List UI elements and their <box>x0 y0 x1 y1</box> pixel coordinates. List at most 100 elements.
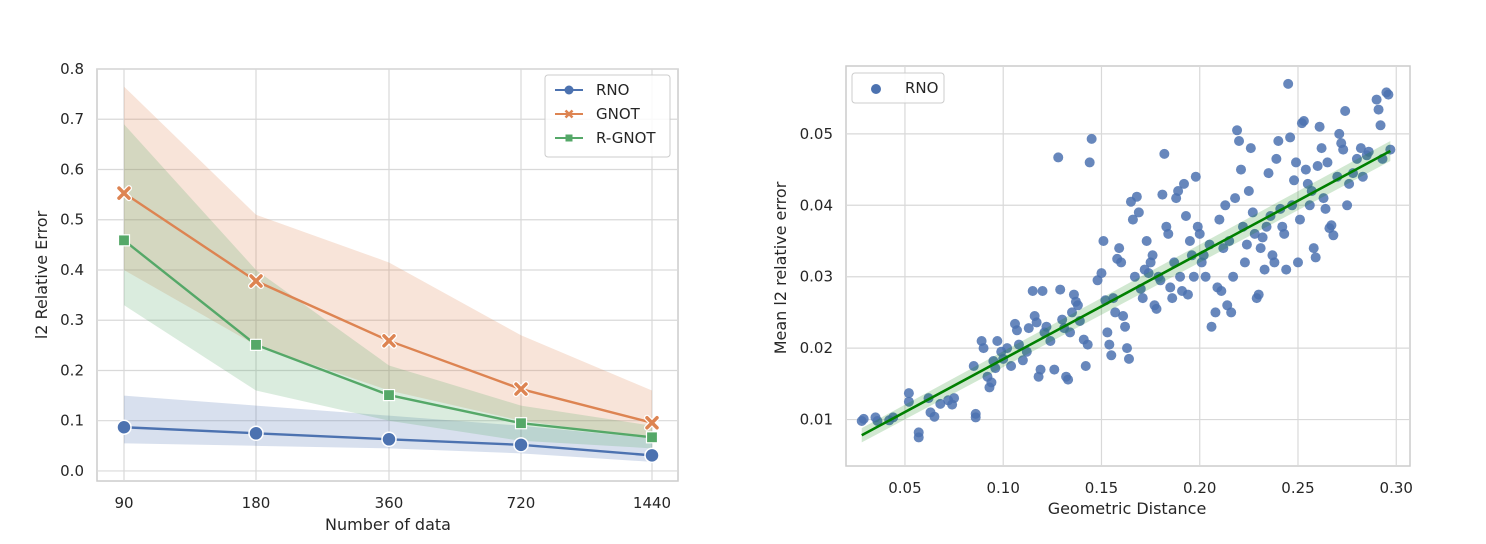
marker-rno <box>248 425 264 442</box>
legend-label-rno: RNO <box>596 81 629 99</box>
scatter-point <box>1257 232 1268 243</box>
scatter-point <box>970 412 981 423</box>
scatter-point <box>1206 321 1217 332</box>
scatter-point <box>1241 239 1252 250</box>
right-x-tick-label: 0.10 <box>987 479 1020 497</box>
scatter-point <box>1308 243 1319 254</box>
scatter-point <box>1318 193 1329 204</box>
right-legend-label-rno: RNO <box>905 79 938 97</box>
scatter-point <box>1232 125 1243 136</box>
left-x-tick-label: 360 <box>375 494 404 512</box>
scatter-point <box>858 413 869 424</box>
left-y-tick-label: 0.1 <box>60 412 84 430</box>
scatter-point <box>992 336 1003 346</box>
scatter-point <box>1118 311 1129 321</box>
left-legend-box <box>544 74 671 158</box>
scatter-point <box>1235 164 1246 175</box>
right-scatter-points <box>856 78 1396 443</box>
scatter-point <box>1316 143 1327 154</box>
scatter-point <box>1351 153 1362 164</box>
legend-label-gnot: GNOT <box>596 105 641 123</box>
scatter-point <box>1137 293 1148 304</box>
scatter-point <box>1243 186 1254 196</box>
left-y-tick-label: 0.7 <box>60 110 84 128</box>
scatter-point <box>1216 286 1227 296</box>
right-y-tick-label: 0.01 <box>800 411 833 429</box>
scatter-point <box>1031 317 1042 328</box>
scatter-point <box>1190 171 1201 182</box>
right-legend-box <box>851 72 945 104</box>
scatter-point <box>1184 236 1195 246</box>
scatter-point <box>1110 307 1121 318</box>
scatter-point <box>1155 275 1166 286</box>
scatter-point <box>1057 314 1068 325</box>
scatter-point <box>1263 168 1274 179</box>
left-y-tick-labels: 0.0 0.1 0.2 0.3 0.4 0.5 0.6 0.7 0.8 <box>60 60 84 480</box>
scatter-point <box>1165 282 1176 293</box>
left-x-tick-label: 720 <box>507 494 536 512</box>
scatter-point <box>1104 339 1115 350</box>
scatter-point <box>1253 289 1264 300</box>
scatter-point <box>1245 143 1256 154</box>
scatter-point <box>1127 214 1138 225</box>
scatter-point <box>1239 257 1250 268</box>
marker-r-gnot <box>514 417 528 430</box>
right-y-tick-label: 0.02 <box>800 339 833 357</box>
marker-gnot <box>644 414 660 431</box>
scatter-point <box>1255 243 1266 254</box>
scatter-point <box>1157 189 1168 200</box>
scatter-point <box>1226 307 1237 318</box>
scatter-point <box>1234 136 1245 146</box>
scatter-point <box>1023 323 1034 334</box>
scatter-point <box>1163 228 1174 239</box>
marker-gnot <box>116 185 132 202</box>
scatter-point <box>1175 271 1186 282</box>
scatter-point <box>1342 200 1353 211</box>
right-x-tick-label: 0.30 <box>1380 479 1413 497</box>
scatter-point <box>1249 228 1260 239</box>
right-x-tick-labels: 0.05 0.10 0.15 0.20 0.25 0.30 <box>888 479 1413 497</box>
left-x-tick-label: 1440 <box>633 494 671 512</box>
scatter-point <box>1210 307 1221 318</box>
scatter-point <box>1116 257 1127 268</box>
scatter-point <box>1289 175 1300 186</box>
scatter-point <box>1084 157 1095 168</box>
scatter-point <box>1228 271 1239 282</box>
scatter-point <box>1310 252 1321 263</box>
scatter-point <box>1338 144 1349 155</box>
scatter-point <box>1173 186 1184 196</box>
right-plot-area <box>845 65 1411 467</box>
marker-r-gnot <box>249 338 263 351</box>
scatter-point <box>1072 300 1083 311</box>
scatter-point <box>903 388 914 399</box>
marker-rno <box>644 447 660 464</box>
scatter-point <box>1106 350 1117 361</box>
scatter-point <box>1247 207 1258 218</box>
scatter-point <box>1314 121 1325 132</box>
right-x-axis-label: Geometric Distance <box>1048 499 1207 518</box>
left-x-axis-label: Number of data <box>325 515 451 534</box>
left-series-markers <box>116 185 660 464</box>
scatter-point <box>1147 250 1158 261</box>
right-chart: 0.01 0.02 0.03 0.04 0.05 0.05 0.10 0.15 0.20 0.2… <box>771 65 1413 518</box>
scatter-point <box>1383 89 1394 100</box>
scatter-point <box>1011 325 1022 336</box>
scatter-point <box>1328 230 1339 241</box>
right-x-tick-label: 0.20 <box>1183 479 1216 497</box>
scatter-point <box>1122 343 1133 354</box>
marker-gnot <box>513 381 529 398</box>
scatter-point <box>1273 136 1284 146</box>
right-y-axis-label: Mean l2 relative error <box>771 181 790 354</box>
scatter-point <box>1017 355 1028 366</box>
left-y-tick-label: 0.3 <box>60 311 84 329</box>
scatter-point <box>1002 343 1013 354</box>
marker-rno <box>116 419 132 435</box>
right-y-tick-label: 0.03 <box>800 268 833 286</box>
left-y-tick-label: 0.6 <box>60 160 84 178</box>
scatter-point <box>1355 143 1366 154</box>
scatter-point <box>935 398 946 409</box>
scatter-point <box>968 361 979 371</box>
left-y-tick-label: 0.4 <box>60 261 84 279</box>
left-chart: 0.0 0.1 0.2 0.3 0.4 0.5 0.6 0.7 0.8 90 180 360 720 1… <box>32 60 679 534</box>
